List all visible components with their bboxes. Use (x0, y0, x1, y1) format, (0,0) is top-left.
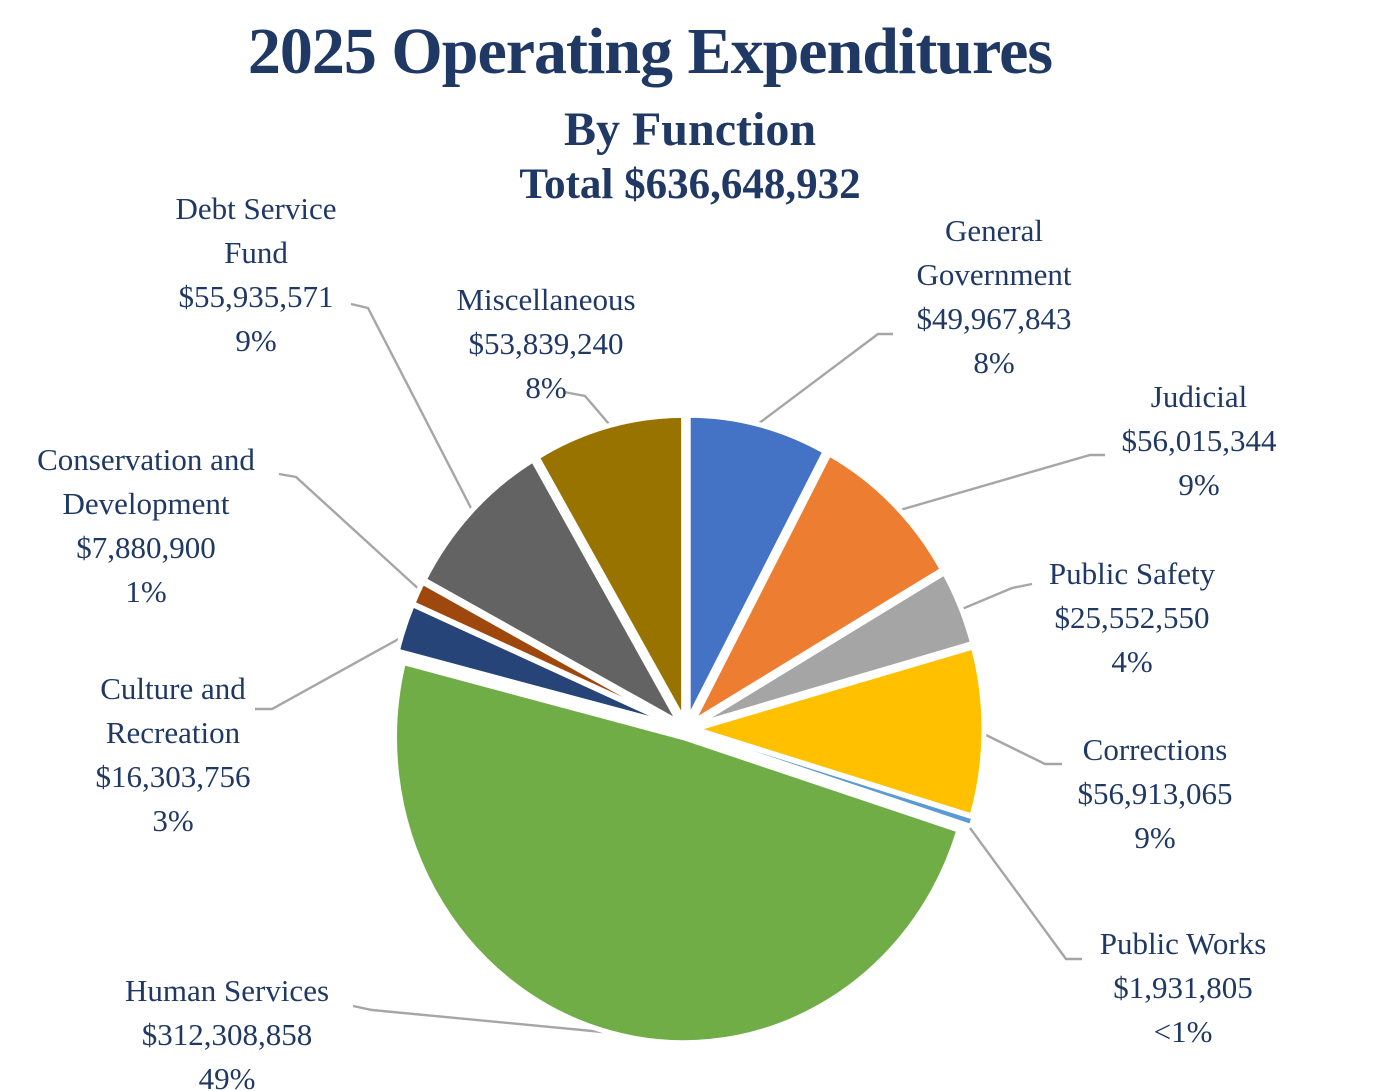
chart-total: Total $636,648,932 (519, 161, 861, 208)
slice-label-human-services: Human Services $312,308,858 49% (125, 969, 329, 1091)
slice-label-corrections: Corrections $56,913,065 9% (1078, 728, 1233, 860)
slice-label-public-safety: Public Safety $25,552,550 4% (1049, 552, 1215, 684)
slice-amount: $53,839,240 (468, 326, 624, 361)
chart-title: 2025 Operating Expenditures (247, 15, 1053, 88)
leader-line-conservation-and-development (278, 472, 423, 593)
slice-percent: 8% (525, 370, 567, 405)
slice-percent: 8% (973, 345, 1015, 380)
slice-name-line: Debt Service (175, 191, 337, 226)
slice-percent: 9% (235, 323, 277, 358)
slice-name-line: Recreation (105, 715, 241, 750)
slice-percent: 9% (1134, 820, 1176, 855)
chart-subtitle: By Function (563, 103, 817, 156)
slice-amount: $312,308,858 (141, 1017, 313, 1052)
slice-name-line: Miscellaneous (456, 282, 636, 317)
pie-slice-human-services (392, 660, 962, 1046)
slice-percent: 1% (125, 574, 167, 609)
slice-name-line: Government (916, 257, 1072, 292)
slice-amount: $25,552,550 (1054, 600, 1210, 635)
slice-name-line: Development (62, 486, 230, 521)
slice-label-general-government: General Government $49,967,843 8% (917, 209, 1072, 385)
leader-line-miscellaneous (563, 390, 610, 425)
pie-wedges-group (392, 412, 987, 1046)
slice-name-line: Fund (224, 235, 288, 270)
slice-label-debt-service-fund: Debt Service Fund $55,935,571 9% (176, 187, 337, 363)
slice-amount: $7,880,900 (76, 530, 216, 565)
slice-label-miscellaneous: Miscellaneous $53,839,240 8% (456, 278, 635, 410)
slice-label-public-works: Public Works $1,931,805 <1% (1100, 922, 1267, 1054)
pie-slice-miscellaneous (534, 412, 687, 723)
leader-line-judicial (899, 453, 1105, 512)
pie-slice-judicial (689, 451, 945, 726)
leader-lines-group (255, 302, 1105, 1035)
pie-slice-debt-service-fund (421, 457, 682, 726)
leader-line-corrections (983, 732, 1062, 766)
pie-slice-public-works (694, 731, 973, 825)
slice-name-line: General (944, 213, 1044, 248)
slice-name-line: Culture and (100, 671, 246, 706)
slice-amount: $55,935,571 (178, 279, 334, 314)
slice-label-judicial: Judicial $56,015,344 9% (1122, 375, 1277, 507)
slice-percent: 49% (198, 1061, 256, 1091)
slice-percent: 4% (1111, 644, 1153, 679)
pie-slice-general-government (685, 412, 828, 723)
slice-percent: 9% (1178, 467, 1220, 502)
slice-name-line: Human Services (124, 973, 330, 1008)
leader-line-human-services (352, 1004, 614, 1035)
leader-line-debt-service-fund (350, 302, 474, 511)
slice-name-line: Judicial (1150, 379, 1248, 414)
leader-line-general-government (757, 332, 893, 425)
pie-slice-corrections (692, 644, 987, 819)
slice-name-line: Corrections (1082, 732, 1228, 767)
slice-amount: $56,913,065 (1077, 776, 1233, 811)
slice-amount: $1,931,805 (1113, 970, 1253, 1005)
slice-percent: <1% (1153, 1014, 1213, 1049)
slice-name-line: Public Safety (1048, 556, 1216, 591)
leader-line-culture-and-recreation (255, 634, 405, 711)
leader-line-public-works (969, 827, 1082, 961)
slice-name-line: Conservation and (37, 442, 255, 477)
slice-label-conservation-and-development: Conservation and Development $7,880,900 1% (37, 438, 255, 614)
slice-label-culture-and-recreation: Culture and Recreation $16,303,756 3% (96, 667, 251, 843)
slice-amount: $56,015,344 (1121, 423, 1277, 458)
pie-slice-conservation-and-development (410, 579, 681, 728)
slice-amount: $16,303,756 (95, 759, 251, 794)
slice-percent: 3% (152, 803, 194, 838)
leader-line-public-safety (961, 582, 1033, 611)
slice-name-line: Public Works (1099, 926, 1267, 961)
slice-amount: $49,967,843 (916, 301, 1072, 336)
pie-slice-public-safety (691, 570, 976, 729)
